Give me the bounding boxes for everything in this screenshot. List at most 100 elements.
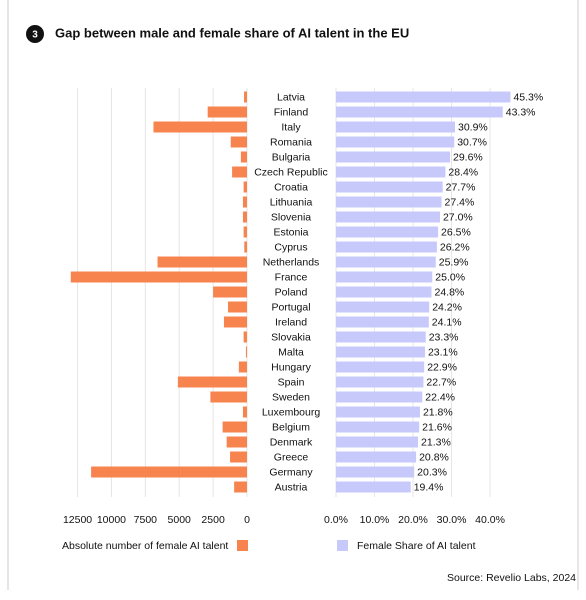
chart-title: Gap between male and female share of AI …: [55, 25, 409, 40]
category-label: Greece: [274, 451, 309, 463]
bar: [336, 121, 455, 133]
bar: [234, 481, 247, 493]
bar: [245, 346, 247, 358]
bar: [238, 361, 247, 373]
x-tick-label: 5000: [168, 514, 192, 526]
x-tick-label: 7500: [134, 514, 158, 526]
bar: [242, 211, 247, 223]
bar: [336, 436, 419, 448]
bar: [336, 301, 430, 313]
category-label: Romania: [270, 136, 312, 148]
x-tick-label: 0: [244, 514, 250, 526]
category-label: Italy: [281, 121, 301, 133]
value-label: 27.7%: [446, 181, 476, 193]
category-label: Poland: [275, 286, 308, 298]
bar: [336, 271, 433, 283]
value-label: 45.3%: [513, 91, 543, 103]
bar: [336, 316, 429, 328]
source: Source: Revelio Labs, 2024: [447, 572, 576, 584]
bar: [336, 166, 446, 178]
badge: 3: [32, 30, 38, 41]
bar: [153, 121, 247, 133]
legend-label: Female Share of AI talent: [357, 540, 476, 552]
bar: [243, 181, 247, 193]
category-label: Czech Republic: [254, 166, 328, 178]
bar: [336, 466, 415, 478]
bar: [336, 346, 425, 358]
value-label: 27.4%: [445, 196, 475, 208]
bar: [91, 466, 247, 478]
bar: [336, 391, 423, 403]
bar: [228, 301, 247, 313]
bar: [244, 91, 247, 103]
bar: [207, 106, 247, 118]
value-label: 30.7%: [457, 136, 487, 148]
value-label: 21.3%: [421, 436, 451, 448]
bar: [230, 136, 247, 148]
bar: [243, 331, 247, 343]
category-label: Netherlands: [263, 256, 320, 268]
bar: [243, 226, 247, 238]
value-label: 25.9%: [439, 256, 469, 268]
category-label: Bulgaria: [272, 151, 311, 163]
bar: [226, 436, 247, 448]
value-label: 29.6%: [453, 151, 483, 163]
category-label: Latvia: [277, 91, 305, 103]
bar: [336, 136, 455, 148]
value-label: 25.0%: [435, 271, 465, 283]
value-label: 22.9%: [427, 361, 457, 373]
category-label: Austria: [275, 481, 308, 493]
value-label: 23.1%: [428, 346, 458, 358]
bar: [336, 211, 440, 223]
bar: [232, 166, 247, 178]
bar: [242, 196, 247, 208]
category-label: Estonia: [273, 226, 308, 238]
category-label: Denmark: [270, 436, 313, 448]
legend-swatch: [337, 540, 348, 551]
bar: [242, 406, 247, 418]
bar: [336, 406, 420, 418]
bar: [230, 451, 247, 463]
value-label: 22.7%: [426, 376, 456, 388]
category-label: Spain: [278, 376, 305, 388]
bar: [177, 376, 247, 388]
category-label: Cyprus: [274, 241, 307, 253]
bar: [213, 286, 247, 298]
value-label: 27.0%: [443, 211, 473, 223]
category-label: Finland: [274, 106, 309, 118]
x-tick-label: 0.0%: [324, 514, 348, 526]
bar: [222, 421, 247, 433]
category-label: France: [275, 271, 308, 283]
x-tick-label: 40.0%: [475, 514, 505, 526]
category-label: Slovenia: [271, 211, 311, 223]
bar: [336, 106, 503, 118]
bar: [240, 151, 247, 163]
x-tick-label: 10.0%: [360, 514, 390, 526]
category-label: Portugal: [271, 301, 310, 313]
bar: [223, 316, 247, 328]
category-label: Lithuania: [270, 196, 313, 208]
value-label: 24.8%: [435, 286, 465, 298]
category-label: Luxembourg: [262, 406, 321, 418]
bar: [244, 241, 247, 253]
category-label: Hungary: [271, 361, 311, 373]
bar: [336, 451, 417, 463]
bar: [336, 91, 511, 103]
value-label: 24.2%: [432, 301, 462, 313]
value-label: 24.1%: [432, 316, 462, 328]
bar: [336, 331, 426, 343]
category-label: Sweden: [272, 391, 310, 403]
bar: [336, 481, 411, 493]
value-label: 21.8%: [423, 406, 453, 418]
value-label: 23.3%: [429, 331, 459, 343]
x-tick-label: 20.0%: [398, 514, 428, 526]
value-label: 26.5%: [441, 226, 471, 238]
bar: [336, 286, 432, 298]
bar: [336, 151, 450, 163]
legend-label: Absolute number of female AI talent: [62, 540, 228, 552]
bar: [70, 271, 248, 283]
x-tick-label: 10000: [97, 514, 126, 526]
bar: [336, 226, 439, 238]
value-label: 22.4%: [425, 391, 455, 403]
